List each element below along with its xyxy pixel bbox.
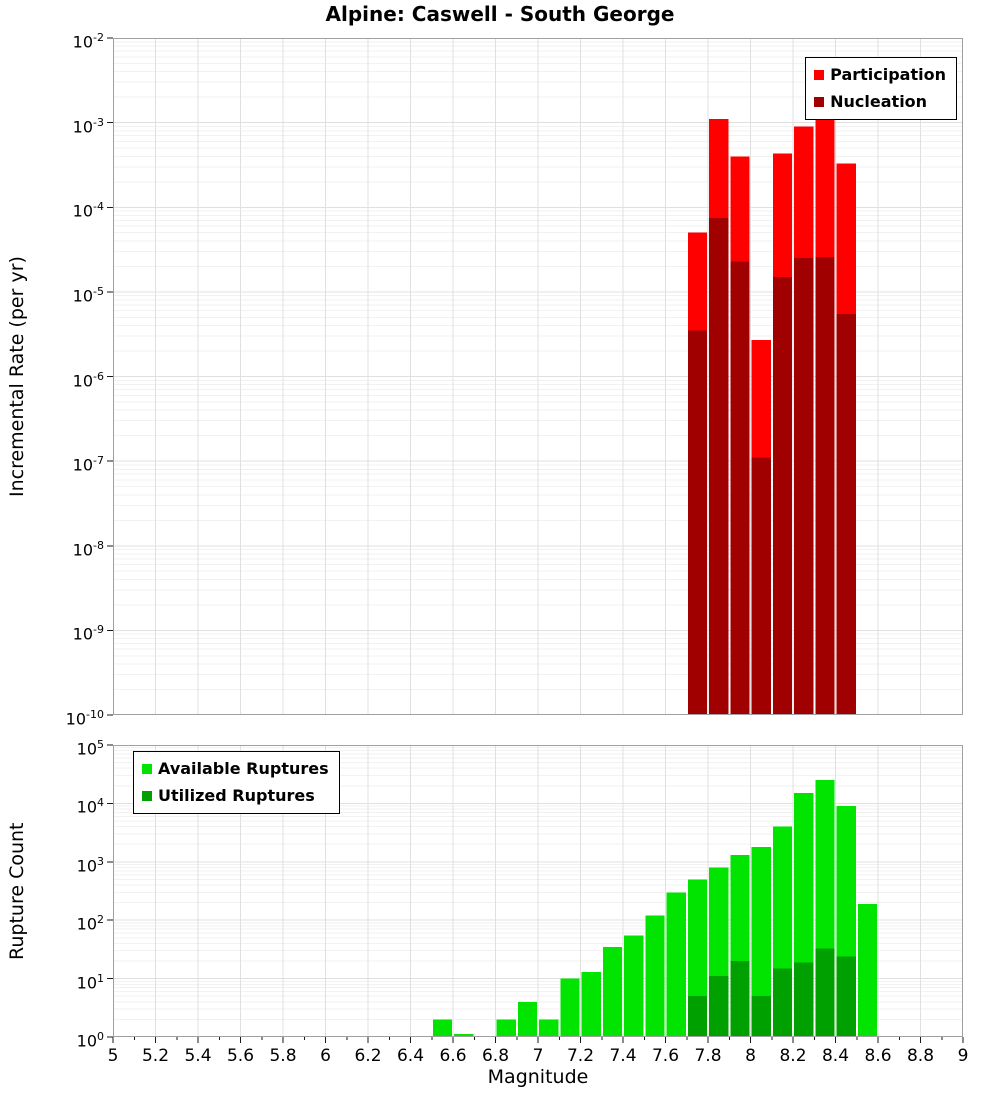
bar bbox=[454, 1034, 474, 1037]
legend-label-participation: Participation bbox=[830, 65, 946, 84]
bar bbox=[560, 978, 580, 1037]
x-tick-label: 6 bbox=[320, 1046, 331, 1066]
bar bbox=[751, 996, 771, 1037]
y-axis-label-incremental-rate: Incremental Rate (per yr) bbox=[6, 256, 28, 497]
x-axis-label: Magnitude bbox=[487, 1066, 589, 1088]
bar bbox=[517, 1001, 537, 1037]
bar bbox=[730, 961, 750, 1037]
x-tick-label: 7.2 bbox=[566, 1046, 595, 1066]
chart-title: Alpine: Caswell - South George bbox=[325, 2, 675, 26]
bar bbox=[645, 915, 665, 1037]
y-tick-label: 103 bbox=[76, 854, 104, 876]
x-tick-label: 5.4 bbox=[184, 1046, 212, 1066]
y-tick-label: 10-4 bbox=[72, 200, 104, 221]
y-tick-label: 10-2 bbox=[72, 31, 104, 52]
gridlines bbox=[113, 38, 963, 715]
bar bbox=[539, 1019, 559, 1037]
bar bbox=[602, 946, 622, 1037]
bar bbox=[772, 276, 792, 715]
x-tick-label: 8.8 bbox=[906, 1046, 935, 1066]
y-tick-label: 104 bbox=[76, 796, 104, 817]
x-tick-label: 8.2 bbox=[779, 1046, 807, 1066]
bar bbox=[815, 256, 835, 715]
bar bbox=[857, 903, 877, 1037]
x-tick-label: 7.4 bbox=[609, 1046, 637, 1066]
bar bbox=[666, 892, 686, 1037]
nucleation-bars bbox=[687, 217, 856, 715]
bar bbox=[815, 948, 835, 1037]
bar bbox=[730, 261, 750, 715]
x-tick-label: 8.6 bbox=[864, 1046, 892, 1066]
y-tick-label: 100 bbox=[76, 1030, 104, 1051]
bar bbox=[496, 1019, 516, 1037]
bar bbox=[751, 457, 771, 715]
x-tick-label: 7 bbox=[532, 1046, 544, 1066]
x-tick-label: 6.4 bbox=[396, 1046, 425, 1066]
y-tick-label: 10-7 bbox=[72, 454, 104, 475]
x-tick-label: 8 bbox=[745, 1046, 756, 1066]
legend-item-participation: Participation bbox=[814, 61, 946, 88]
rate-legend: Participation Nucleation bbox=[805, 57, 957, 120]
bar bbox=[687, 330, 707, 715]
bar bbox=[836, 956, 856, 1037]
y-tick-label: 101 bbox=[76, 971, 104, 992]
y-tick-label: 10-10 bbox=[65, 708, 104, 729]
y-tick-label: 10-8 bbox=[72, 538, 104, 560]
x-tick-label: 6.2 bbox=[354, 1046, 382, 1066]
x-tick-label: 6.8 bbox=[481, 1046, 510, 1066]
y-tick-label: 102 bbox=[76, 913, 104, 934]
rupture-legend: Available Ruptures Utilized Ruptures bbox=[133, 751, 340, 814]
x-tick-label: 9 bbox=[957, 1046, 969, 1066]
participation-swatch bbox=[814, 69, 825, 80]
incremental-rate-plot bbox=[107, 37, 963, 716]
plot-frame bbox=[113, 38, 963, 715]
bar bbox=[772, 968, 792, 1037]
bar bbox=[836, 313, 856, 715]
bar bbox=[751, 846, 771, 1037]
rupture-count-plot bbox=[107, 744, 964, 1043]
bar bbox=[432, 1019, 452, 1037]
x-tick-label: 7.8 bbox=[694, 1046, 722, 1066]
x-tick-label: 5 bbox=[107, 1046, 119, 1066]
x-tick-label: 7.6 bbox=[651, 1046, 680, 1066]
legend-item-utilized-ruptures: Utilized Ruptures bbox=[142, 782, 329, 809]
y-tick-label: 10-6 bbox=[72, 369, 104, 390]
axis-ticks bbox=[107, 744, 964, 1043]
legend-label-nucleation: Nucleation bbox=[830, 92, 928, 111]
bar bbox=[794, 258, 814, 715]
x-tick-label: 6.6 bbox=[439, 1046, 467, 1066]
bar bbox=[709, 976, 729, 1037]
x-tick-label: 8.4 bbox=[821, 1046, 850, 1066]
nucleation-swatch bbox=[814, 96, 825, 107]
bar bbox=[581, 971, 601, 1037]
x-tick-label: 5.6 bbox=[226, 1046, 255, 1066]
bar bbox=[709, 217, 729, 715]
y-tick-label: 10-5 bbox=[72, 284, 104, 306]
y-tick-label: 10-3 bbox=[72, 115, 104, 136]
y-axis-label-rupture-count: Rupture Count bbox=[6, 822, 28, 960]
utilized-ruptures-swatch bbox=[142, 790, 152, 801]
x-tick-label: 5.8 bbox=[269, 1046, 297, 1066]
y-tick-label: 105 bbox=[76, 738, 104, 759]
bar bbox=[624, 935, 644, 1037]
legend-item-available-ruptures: Available Ruptures bbox=[142, 755, 329, 782]
bar bbox=[794, 962, 814, 1037]
x-tick-label: 5.2 bbox=[141, 1046, 170, 1066]
plot-frame bbox=[113, 745, 963, 1037]
axis-ticks bbox=[107, 37, 113, 716]
y-tick-label: 10-9 bbox=[72, 623, 104, 644]
legend-label-utilized-ruptures: Utilized Ruptures bbox=[158, 786, 315, 805]
available-ruptures-swatch bbox=[142, 763, 152, 774]
legend-item-nucleation: Nucleation bbox=[814, 88, 946, 115]
utilized-ruptures-bars bbox=[687, 948, 856, 1037]
bar bbox=[687, 996, 707, 1037]
legend-label-available-ruptures: Available Ruptures bbox=[158, 759, 329, 778]
